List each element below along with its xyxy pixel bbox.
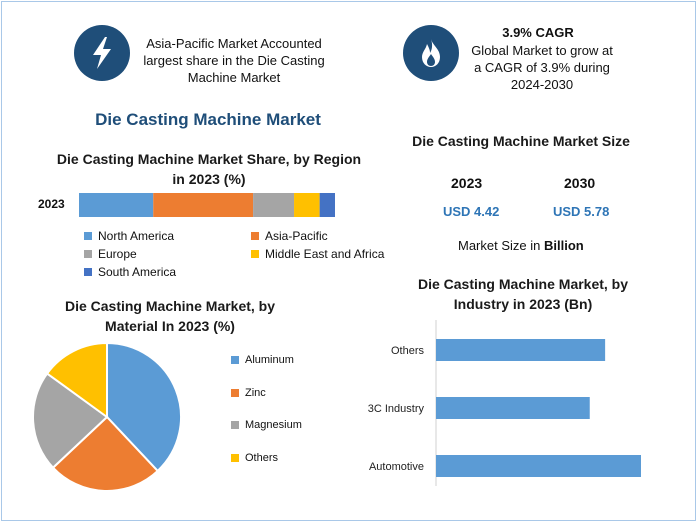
region-year-label: 2023 bbox=[38, 197, 65, 211]
legend-item-others: Others bbox=[231, 452, 278, 464]
industry-bar-automotive bbox=[436, 455, 641, 477]
legend-label: South America bbox=[98, 265, 177, 279]
flame-icon bbox=[403, 25, 459, 81]
legend-item-north-america: North America bbox=[84, 229, 174, 243]
legend-label: Aluminum bbox=[245, 354, 294, 366]
legend-label: Asia-Pacific bbox=[265, 229, 328, 243]
legend-item-asia-pacific: Asia-Pacific bbox=[251, 229, 328, 243]
legend-swatch bbox=[251, 250, 259, 258]
legend-swatch bbox=[231, 356, 239, 364]
industry-bar-chart: Others 3C Industry Automotive bbox=[368, 320, 641, 486]
legend-item-middle-east-and-africa: Middle East and Africa bbox=[251, 247, 384, 261]
size-year-2023: 2023 bbox=[451, 175, 483, 191]
legend-label: Middle East and Africa bbox=[265, 247, 385, 261]
pie-slice-aluminum bbox=[106, 341, 182, 473]
legend-swatch bbox=[84, 250, 92, 258]
pie-slice-zinc bbox=[51, 415, 160, 492]
pie-slice-others bbox=[45, 341, 108, 419]
legend-swatch bbox=[84, 268, 92, 276]
industry-tick-label-others: Others bbox=[391, 345, 425, 357]
region-bar-asia-pacific bbox=[153, 193, 254, 217]
industry-bar-3c-industry bbox=[436, 397, 590, 419]
legend-label: Magnesium bbox=[245, 419, 302, 431]
industry-chart-title: Die Casting Machine Market, by Industry … bbox=[417, 276, 629, 312]
material-chart-title: Die Casting Machine Market, by Material … bbox=[64, 298, 276, 334]
size-value-2030: USD 5.78 bbox=[553, 204, 610, 219]
region-bar-europe bbox=[253, 193, 295, 217]
legend-label: North America bbox=[98, 229, 175, 243]
legend-swatch bbox=[231, 421, 239, 429]
industry-bar-others bbox=[436, 339, 606, 361]
lightning-icon bbox=[74, 25, 130, 81]
page-title: Die Casting Machine Market bbox=[95, 110, 321, 129]
legend-item-europe: Europe bbox=[84, 247, 137, 261]
legend-swatch bbox=[231, 453, 239, 462]
legend-label: Others bbox=[245, 451, 279, 464]
industry-tick-label-3c-industry: 3C Industry bbox=[368, 403, 425, 415]
caption-unit: Billion bbox=[543, 238, 584, 253]
legend-item-magnesium: Magnesium bbox=[231, 419, 302, 431]
size-value-2023: USD 4.42 bbox=[443, 204, 500, 219]
asia-pacific-callout: Asia-Pacific Market Accounted largest sh… bbox=[143, 36, 325, 85]
region-stacked-bar bbox=[79, 193, 335, 217]
market-size-caption: Market Size in Billion bbox=[458, 238, 584, 253]
material-pie-chart bbox=[32, 341, 182, 492]
region-chart-title: Die Casting Machine Market Share, by Reg… bbox=[56, 151, 362, 187]
pie-slice-magnesium bbox=[32, 372, 109, 470]
legend-item-aluminum: Aluminum bbox=[231, 354, 294, 366]
legend-label: Europe bbox=[98, 247, 137, 261]
caption-prefix: Market Size in bbox=[458, 238, 544, 253]
legend-item-zinc: Zinc bbox=[231, 387, 266, 399]
industry-tick-label-automotive: Automotive bbox=[369, 461, 424, 473]
cagr-callout-text: Global Market to grow at a CAGR of 3.9% … bbox=[471, 43, 613, 92]
region-bar-north-america bbox=[79, 193, 154, 217]
cagr-heading: 3.9% CAGR bbox=[502, 25, 574, 40]
region-bar-south-america bbox=[319, 193, 335, 217]
legend-swatch bbox=[84, 232, 92, 240]
region-bar-middle-east-and-africa bbox=[294, 193, 320, 217]
legend-swatch bbox=[251, 232, 259, 240]
size-year-2030: 2030 bbox=[564, 175, 596, 191]
legend-swatch bbox=[231, 388, 239, 397]
legend-item-south-america: South America bbox=[84, 265, 176, 279]
legend-label: Zinc bbox=[245, 386, 266, 399]
market-size-title: Die Casting Machine Market Size bbox=[412, 133, 630, 149]
